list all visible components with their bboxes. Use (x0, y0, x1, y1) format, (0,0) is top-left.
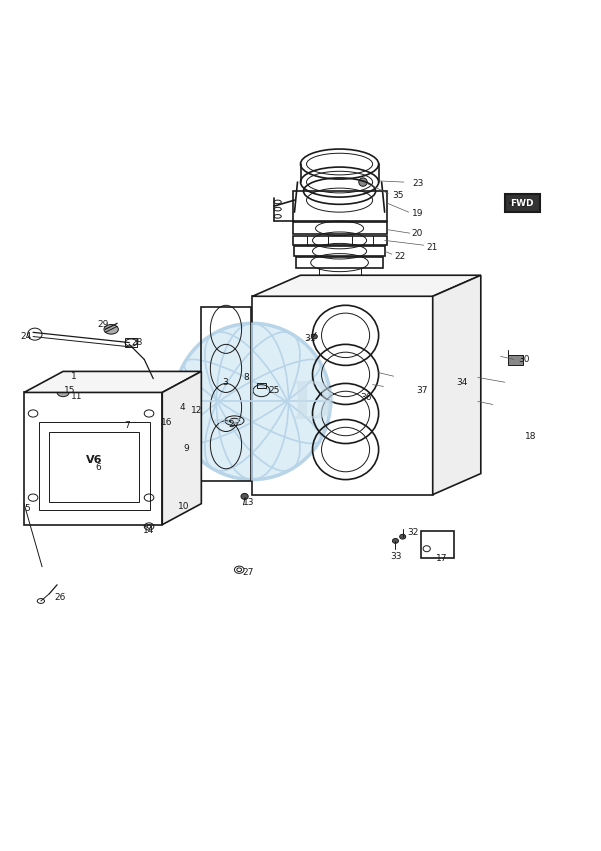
Text: 31: 31 (304, 334, 316, 344)
Text: 37: 37 (416, 386, 428, 395)
Text: 1: 1 (71, 372, 77, 380)
Text: 26: 26 (54, 593, 66, 603)
Bar (162, 475, 183, 486)
Ellipse shape (104, 324, 118, 334)
Text: 21: 21 (427, 243, 438, 252)
Text: 2: 2 (228, 420, 234, 429)
Bar (294, 247, 385, 256)
Ellipse shape (147, 374, 159, 384)
Text: 4: 4 (179, 403, 185, 412)
Text: D: D (290, 379, 335, 430)
Polygon shape (252, 275, 481, 296)
Text: 30: 30 (518, 355, 529, 364)
Text: 35: 35 (392, 191, 403, 200)
Text: 13: 13 (243, 498, 255, 507)
Text: 20: 20 (412, 229, 423, 237)
Ellipse shape (400, 534, 406, 539)
Text: 18: 18 (525, 431, 536, 441)
Bar (257, 384, 266, 388)
Text: 19: 19 (412, 209, 423, 219)
Bar (24, 392, 162, 525)
Text: FWD: FWD (510, 198, 534, 208)
Text: V6: V6 (86, 454, 103, 465)
Bar (421, 531, 454, 557)
Bar (162, 460, 183, 471)
Text: 27: 27 (242, 568, 254, 577)
Text: 9: 9 (183, 444, 189, 453)
Text: 22: 22 (394, 252, 406, 260)
Text: 8: 8 (243, 373, 249, 382)
Text: 36: 36 (361, 393, 372, 402)
Polygon shape (162, 371, 201, 525)
Ellipse shape (392, 539, 398, 543)
Bar (293, 236, 387, 245)
Text: 5: 5 (24, 504, 30, 513)
Bar (39, 422, 150, 510)
Text: 10: 10 (178, 502, 189, 511)
Bar (46, 382, 61, 391)
Text: 23: 23 (412, 179, 424, 188)
Ellipse shape (241, 494, 248, 500)
Text: 11: 11 (71, 392, 82, 401)
Text: 15: 15 (64, 386, 76, 395)
Text: 14: 14 (143, 526, 154, 534)
Text: 3: 3 (222, 378, 228, 386)
Text: 34: 34 (457, 378, 468, 386)
Text: 12: 12 (191, 406, 203, 415)
Bar (201, 306, 251, 481)
Bar (505, 194, 540, 212)
Text: 32: 32 (407, 528, 419, 537)
Bar (125, 339, 137, 347)
Text: 17: 17 (436, 554, 447, 563)
Bar (162, 490, 183, 500)
Ellipse shape (57, 388, 69, 397)
Ellipse shape (174, 323, 331, 480)
Bar (252, 296, 433, 494)
Bar (293, 222, 387, 234)
Text: 7: 7 (124, 421, 130, 430)
Bar (508, 355, 523, 365)
Polygon shape (433, 275, 481, 494)
Bar (296, 257, 383, 268)
Polygon shape (24, 371, 201, 392)
Circle shape (359, 178, 367, 186)
Text: 33: 33 (391, 552, 402, 561)
Text: 24: 24 (20, 332, 32, 341)
Text: 25: 25 (269, 386, 280, 395)
Text: 28: 28 (131, 338, 142, 347)
Bar (49, 431, 139, 502)
Text: 6: 6 (95, 463, 101, 472)
Text: MOTOR: MOTOR (214, 420, 243, 426)
Bar (293, 191, 387, 221)
Text: 16: 16 (161, 418, 172, 427)
Ellipse shape (311, 334, 317, 339)
Text: 29: 29 (97, 320, 109, 329)
